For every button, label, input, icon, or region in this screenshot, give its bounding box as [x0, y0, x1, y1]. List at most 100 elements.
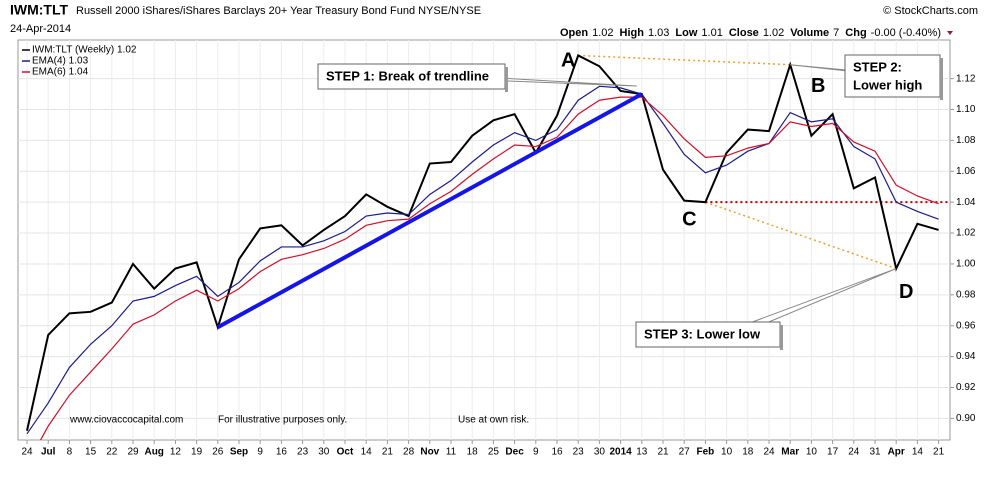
x-tick-label: 30 [318, 447, 330, 458]
y-tick-label: 0.90 [956, 413, 976, 424]
quote-label: Low [675, 27, 697, 39]
quote-value: 1.03 [648, 27, 669, 39]
series-line [39, 96, 939, 440]
x-tick-label: Oct [337, 447, 354, 458]
x-tick-label: 23 [297, 447, 309, 458]
step3-label-shadow [780, 325, 783, 350]
x-tick-label: 25 [488, 447, 500, 458]
quote-label: Close [729, 27, 759, 39]
y-tick-label: 0.94 [956, 351, 976, 362]
x-tick-label: 19 [191, 447, 203, 458]
x-tick-label: Jul [41, 447, 56, 458]
legend-label: IWM:TLT (Weekly) 1.02 [32, 45, 137, 56]
quote-value: -0.00 (-0.40%) [871, 27, 941, 39]
x-tick-label: Apr [888, 447, 905, 458]
x-tick-label: 14 [912, 447, 924, 458]
step1-label: STEP 1: Break of trendline [326, 68, 489, 83]
point-label: C [682, 208, 696, 230]
point-label: D [899, 281, 913, 303]
y-tick-label: 1.02 [956, 228, 976, 239]
quote: Open 1.02 High 1.03 Low 1.01 Close 1.02 Volume 7 C… [560, 27, 953, 39]
trend-cd [705, 201, 897, 270]
y-tick-label: 0.96 [956, 320, 976, 331]
x-tick-label: 22 [106, 447, 118, 458]
x-tick-label: 30 [594, 447, 606, 458]
y-tick-label: 1.12 [956, 73, 976, 84]
x-tick-label: 29 [127, 447, 139, 458]
point-label: B [811, 75, 825, 97]
y-tick-label: 1.00 [956, 259, 976, 270]
x-tick-label: 9 [533, 447, 539, 458]
date: 24-Apr-2014 [10, 23, 71, 35]
y-tick-label: 1.08 [956, 135, 976, 146]
x-tick-label: 15 [85, 447, 97, 458]
x-tick-label: 24 [21, 447, 33, 458]
y-tick-label: 1.06 [956, 166, 976, 177]
x-tick-label: 31 [869, 447, 881, 458]
quote-value: 7 [833, 27, 839, 39]
y-tick-label: 0.98 [956, 289, 976, 300]
quote-label: High [620, 27, 645, 39]
step2-label: STEP 2: [853, 59, 902, 74]
step1-label-shadow [505, 67, 508, 92]
series-line [26, 85, 939, 435]
step2-label-shadow [940, 58, 943, 100]
x-tick-label: Aug [144, 447, 163, 458]
x-tick-label: 2014 [609, 447, 632, 458]
x-tick-label: 16 [276, 447, 288, 458]
quote-label: Chg [845, 27, 866, 39]
x-tick-label: 8 [67, 447, 73, 458]
step2-label: Lower high [853, 77, 922, 92]
x-tick-label: 9 [257, 447, 263, 458]
x-tick-label: 10 [806, 447, 818, 458]
chart-title: Russell 2000 iShares/iShares Barclays 20… [76, 5, 481, 17]
x-tick-label: Dec [505, 447, 524, 458]
x-tick-label: 13 [636, 447, 648, 458]
x-tick-label: 21 [657, 447, 669, 458]
legend-label: EMA(4) 1.03 [32, 56, 89, 67]
x-tick-label: 21 [933, 447, 945, 458]
x-tick-label: 23 [573, 447, 585, 458]
point-label: A [561, 50, 575, 72]
x-tick-label: 26 [212, 447, 224, 458]
plot-frame [17, 39, 951, 441]
y-tick-label: 0.92 [956, 382, 976, 393]
quote-value: 1.02 [592, 27, 613, 39]
x-tick-label: 24 [848, 447, 860, 458]
symbol: IWM:TLT [10, 2, 68, 18]
quote-value: 1.02 [763, 27, 784, 39]
menu-arrow [946, 31, 953, 35]
series-line [26, 54, 939, 431]
step1-label-box [317, 63, 506, 90]
x-tick-label: 18 [467, 447, 479, 458]
x-tick-label: 24 [763, 447, 775, 458]
step3-label: STEP 3: Lower low [644, 326, 761, 341]
footer-note: www.ciovaccocapital.com [69, 415, 183, 426]
trend-ab [578, 54, 791, 66]
x-tick-label: Mar [781, 447, 799, 458]
x-tick-label: 17 [827, 447, 839, 458]
credit: © StockCharts.com [883, 5, 978, 17]
x-tick-label: 10 [721, 447, 733, 458]
quote-label: Volume [790, 27, 829, 39]
x-tick-label: 16 [551, 447, 563, 458]
x-tick-label: Sep [230, 447, 248, 458]
step2-label-box [844, 54, 941, 98]
quote-value: 1.01 [701, 27, 722, 39]
x-tick-label: 28 [403, 447, 415, 458]
trendline [216, 92, 643, 330]
x-tick-label: 11 [446, 447, 457, 458]
y-tick-label: 1.04 [956, 197, 976, 208]
x-tick-label: 14 [361, 447, 373, 458]
x-tick-label: 12 [170, 447, 182, 458]
x-tick-label: 18 [742, 447, 754, 458]
y-tick-label: 1.10 [956, 104, 976, 115]
quote-label: Open [560, 27, 588, 39]
footer-note: For illustrative purposes only. [218, 415, 347, 426]
x-tick-label: 27 [679, 447, 691, 458]
x-tick-label: Nov [420, 447, 439, 458]
legend-label: EMA(6) 1.04 [32, 67, 89, 78]
x-tick-label: Feb [697, 447, 715, 458]
footer-note: Use at own risk. [458, 415, 529, 426]
